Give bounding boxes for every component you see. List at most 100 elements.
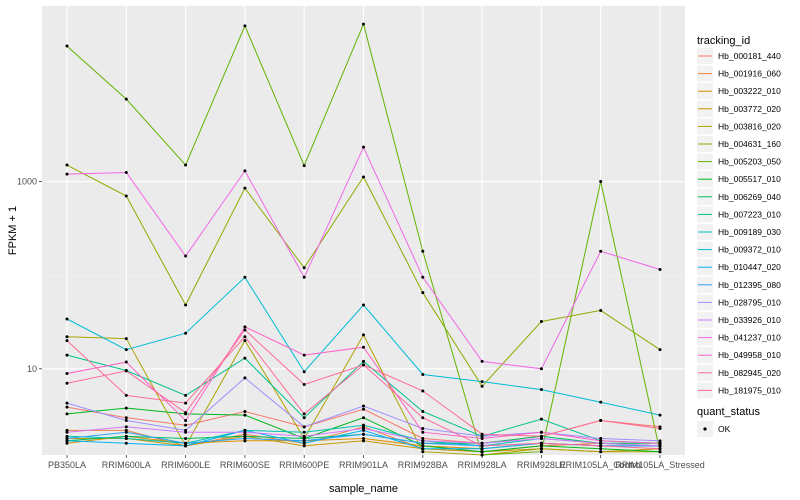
legend-label: Hb_006269_040 (718, 192, 781, 202)
data-point (539, 319, 543, 323)
data-point (65, 412, 69, 416)
data-point (184, 303, 188, 307)
data-point (421, 444, 425, 448)
data-point (480, 447, 484, 451)
data-point (658, 267, 662, 271)
data-point (65, 439, 69, 443)
data-point (184, 444, 188, 448)
x-tick-label: RRIM105LA_Stressed (615, 460, 705, 470)
data-point (480, 432, 484, 436)
legend-label: Hb_005517_010 (718, 174, 781, 184)
data-point (65, 401, 69, 405)
data-point (243, 437, 247, 441)
data-point (599, 400, 603, 404)
data-point (124, 393, 128, 397)
data-point (599, 450, 603, 454)
data-point (421, 439, 425, 443)
data-point (362, 404, 365, 408)
data-point (599, 308, 603, 312)
data-point (599, 447, 603, 451)
data-point (421, 291, 425, 295)
data-point (362, 423, 365, 427)
data-point (124, 416, 128, 420)
data-point (302, 434, 306, 438)
data-point (421, 409, 425, 413)
y-tick-label: 10 (27, 364, 37, 374)
data-point (184, 423, 188, 427)
data-point (184, 411, 188, 415)
data-point (124, 170, 128, 174)
x-tick-label: RRIM928LA (458, 460, 507, 470)
data-point (65, 372, 69, 376)
data-point (124, 406, 128, 410)
data-point (243, 325, 247, 329)
data-point (539, 417, 543, 421)
legend-label: Hb_010447_020 (718, 262, 781, 272)
data-point (480, 450, 484, 454)
data-point (184, 401, 188, 405)
x-tick-label: RRIM928BA (398, 460, 448, 470)
data-point (480, 434, 484, 438)
data-point (302, 266, 306, 270)
x-tick-label: RRIM901LA (339, 460, 388, 470)
data-point (124, 430, 128, 434)
data-point (302, 164, 306, 168)
data-point (539, 434, 543, 438)
data-point (184, 393, 188, 397)
data-point (539, 441, 543, 445)
data-point (599, 439, 603, 443)
legend2-point (703, 427, 707, 431)
data-point (658, 441, 662, 445)
data-point (480, 384, 484, 388)
data-point (480, 380, 484, 384)
data-point (184, 254, 188, 258)
data-point (421, 450, 425, 454)
data-point (421, 447, 425, 451)
data-point (184, 331, 188, 335)
data-point (658, 444, 662, 448)
data-point (421, 249, 425, 253)
data-point (539, 367, 543, 371)
data-point (362, 432, 365, 436)
data-point (362, 303, 365, 307)
data-point (480, 441, 484, 445)
data-point (480, 359, 484, 363)
legend-tracking-id: tracking_id Hb_000181_440 Hb_001916_060 Hb… (697, 35, 781, 399)
legend-label: Hb_003222_010 (718, 86, 781, 96)
data-point (658, 413, 662, 417)
data-point (243, 439, 247, 443)
data-point (124, 369, 128, 373)
y-axis-title: FPKM + 1 (7, 206, 19, 255)
legend-label: Hb_009372_010 (718, 245, 781, 255)
data-point (362, 145, 365, 149)
data-point (65, 317, 69, 321)
data-point (243, 356, 247, 360)
legend-label: Hb_001916_060 (718, 69, 781, 79)
data-point (539, 388, 543, 392)
data-point (658, 450, 662, 454)
data-point (362, 363, 365, 367)
legend-label: Hb_003772_020 (718, 104, 781, 114)
data-point (599, 249, 603, 253)
data-point (599, 441, 603, 445)
data-point (362, 439, 365, 443)
x-tick-label: PB350LA (48, 460, 86, 470)
data-point (243, 328, 247, 332)
data-point (599, 419, 603, 423)
data-point (302, 412, 306, 416)
legend-label: Hb_181975_010 (718, 385, 781, 395)
legend-label: Hb_007223_010 (718, 209, 781, 219)
data-point (658, 447, 662, 451)
data-point (302, 353, 306, 357)
data-point (480, 444, 484, 448)
data-point (362, 345, 365, 349)
data-point (362, 175, 365, 179)
data-point (362, 333, 365, 337)
data-point (65, 44, 69, 48)
data-point (362, 416, 365, 420)
data-point (539, 450, 543, 454)
x-axis-ticks: PB350LA RRIM600LA RRIM600LE RRIM600SE RRIM60… (48, 455, 705, 470)
data-point (65, 405, 69, 409)
data-point (362, 437, 365, 441)
